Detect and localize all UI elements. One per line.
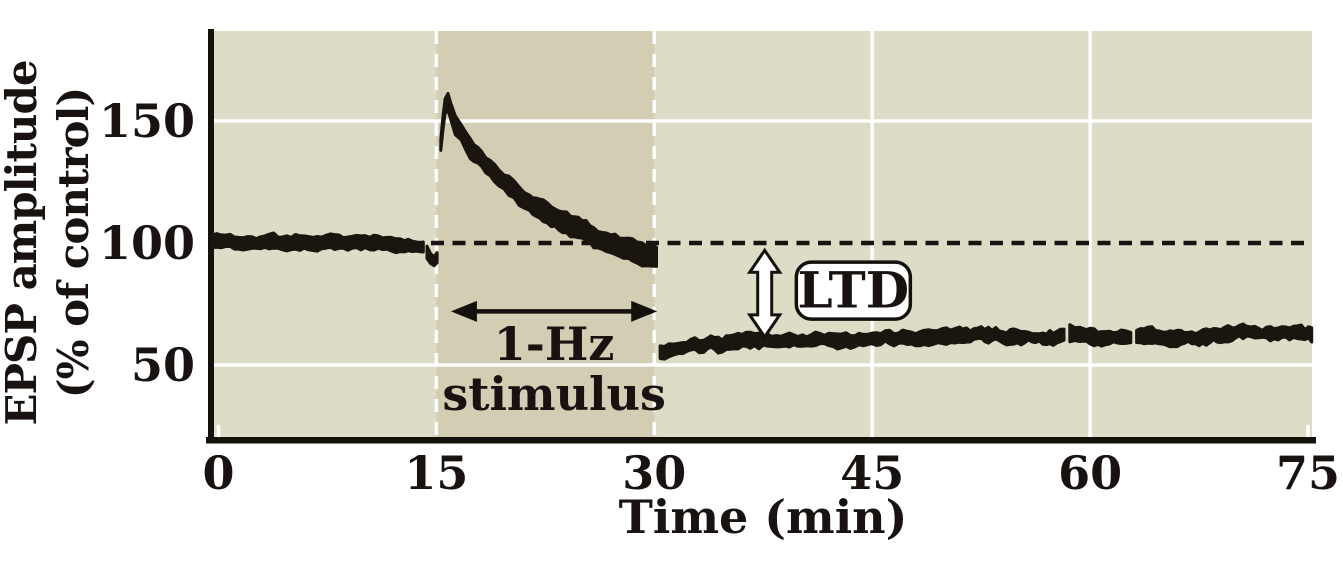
stimulus-label-line1: 1-Hz: [494, 317, 615, 371]
trace-segment-5: [1135, 322, 1314, 349]
stimulus-arrow-head-left: [450, 300, 477, 322]
x-tick-label-4: 60: [1058, 446, 1122, 500]
stimulus-band: [436, 31, 655, 437]
axis-tick-x-75: [1306, 425, 1310, 437]
x-tick-label-0: 0: [202, 446, 234, 500]
x-tick-label-2: 30: [622, 446, 686, 500]
ltd-label: LTD: [797, 261, 909, 320]
x-tick-label-3: 45: [840, 446, 904, 500]
stimulus-label-line2: stimulus: [442, 367, 666, 421]
x-tick-label-5: 75: [1276, 446, 1340, 500]
trace-segment-4: [1068, 323, 1133, 348]
stimulus-arrow-head-right: [631, 300, 658, 322]
x-tick-label-1: 15: [404, 446, 468, 500]
y-tick-label-0: 150: [99, 94, 195, 148]
axis-tick-x-0: [216, 425, 221, 437]
plot-background: [214, 31, 1312, 437]
trace-segment-2: [439, 91, 658, 268]
trace-segment-3: [658, 325, 1066, 361]
y-tick-label-2: 50: [131, 338, 195, 392]
y-axis-title-line1: EPSP amplitude: [0, 60, 46, 425]
x-axis-title: Time (min): [619, 490, 908, 544]
y-axis-title-line2: (% of control): [49, 88, 98, 399]
x-axis-line: [206, 437, 1316, 444]
trace-segment-1: [425, 244, 439, 268]
plot-layer: [206, 29, 1316, 444]
y-tick-label-1: 100: [99, 216, 195, 270]
trace-segment-0: [210, 231, 425, 255]
ltd-box: [794, 260, 913, 321]
axis-and-annotation-labels: 0 15 30 45 60 75 150 100 50 Time (min) E…: [0, 60, 1340, 544]
ltd-arrow: [746, 247, 783, 340]
